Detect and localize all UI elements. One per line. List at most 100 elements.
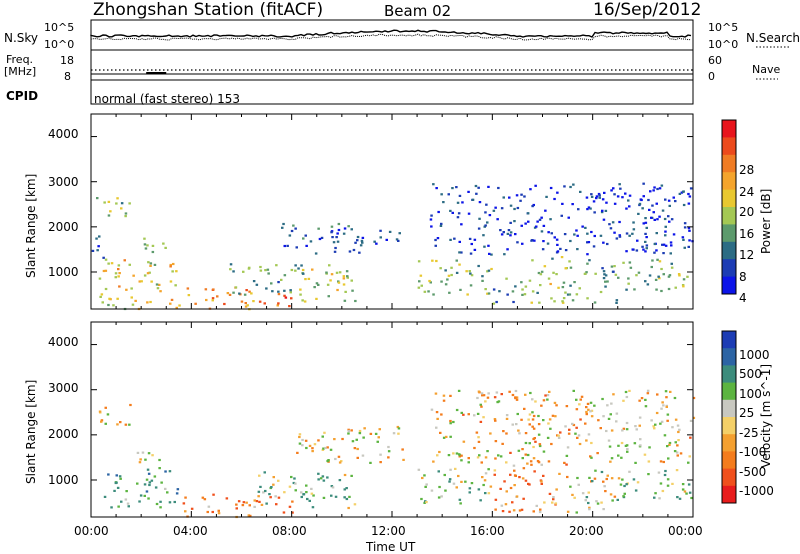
velocity-cell bbox=[396, 425, 400, 429]
velocity-cell bbox=[660, 407, 663, 410]
velocity-cell bbox=[603, 485, 606, 488]
vel-ytick-3000: 3000 bbox=[48, 381, 79, 395]
power-cell bbox=[98, 277, 102, 280]
power-cell bbox=[660, 267, 663, 271]
velocity-cell bbox=[483, 479, 487, 482]
velocity-cell bbox=[479, 403, 482, 406]
velocity-cell bbox=[548, 390, 551, 393]
power-cell bbox=[302, 237, 305, 240]
velocity-cell bbox=[552, 496, 555, 499]
power-cell bbox=[169, 263, 172, 267]
power-cell bbox=[429, 218, 433, 221]
velocity-cell bbox=[551, 414, 555, 417]
velocity-cell bbox=[190, 507, 194, 510]
velocity-cell bbox=[572, 389, 575, 392]
velocity-cell bbox=[457, 474, 460, 478]
power-cell bbox=[158, 283, 161, 286]
velocity-cell bbox=[448, 480, 451, 483]
power-cell bbox=[613, 231, 616, 234]
power-cell bbox=[449, 209, 452, 212]
velocity-cell bbox=[532, 445, 535, 449]
power-cell bbox=[471, 198, 475, 201]
freq-label-line1: Freq. bbox=[6, 53, 34, 66]
power-cell bbox=[283, 294, 286, 297]
power-cell bbox=[664, 244, 668, 247]
power-cell bbox=[487, 185, 490, 188]
power-cell bbox=[657, 275, 660, 278]
velocity-cell bbox=[606, 404, 609, 407]
power-cell bbox=[674, 200, 677, 203]
power-cell bbox=[531, 205, 534, 208]
power-cell bbox=[569, 266, 573, 269]
power-cell bbox=[282, 222, 285, 226]
velocity-cell bbox=[462, 440, 466, 443]
power-cell bbox=[667, 215, 670, 218]
power-cell bbox=[326, 283, 330, 286]
velocity-cell bbox=[294, 489, 297, 492]
velocity-cell bbox=[379, 453, 382, 456]
velocity-cell bbox=[683, 490, 687, 493]
velocity-cell bbox=[652, 425, 655, 428]
velocity-cell bbox=[676, 444, 679, 447]
velocity-cell bbox=[138, 461, 142, 464]
power-cell bbox=[606, 242, 609, 246]
velocity-cell bbox=[444, 489, 447, 492]
velocity-cell bbox=[430, 489, 434, 492]
velocity-cell bbox=[255, 500, 259, 503]
velocity-cell bbox=[257, 495, 260, 498]
velocity-cell bbox=[119, 421, 122, 424]
velocity-cell bbox=[584, 499, 587, 502]
power-cell bbox=[123, 259, 126, 262]
power-cell bbox=[277, 281, 280, 284]
power-colorbar-swatch bbox=[722, 189, 736, 208]
velocity-cell bbox=[457, 389, 461, 392]
power-cell bbox=[530, 239, 533, 242]
velocity-cell bbox=[692, 396, 696, 400]
velocity-cell bbox=[540, 463, 543, 466]
velocity-cell bbox=[265, 502, 268, 505]
velocity-cell bbox=[211, 510, 214, 514]
power-cell bbox=[290, 268, 294, 272]
power-cell bbox=[276, 304, 279, 307]
velocity-cell bbox=[387, 445, 390, 449]
power-cell bbox=[455, 186, 458, 189]
vel-cb-tick: 25 bbox=[739, 406, 755, 420]
power-cell bbox=[552, 271, 555, 274]
power-cell bbox=[653, 218, 656, 221]
power-cell bbox=[395, 238, 399, 241]
power-cell bbox=[507, 229, 511, 232]
velocity-cell bbox=[602, 508, 605, 511]
power-cell bbox=[338, 271, 342, 274]
velocity-cell bbox=[442, 394, 446, 397]
power-cell bbox=[597, 192, 601, 196]
power-cell bbox=[447, 274, 451, 277]
power-cell bbox=[602, 270, 606, 273]
velocity-cell bbox=[615, 420, 618, 423]
power-cell bbox=[468, 237, 472, 240]
velocity-cell bbox=[578, 442, 582, 446]
velocity-cell bbox=[628, 389, 631, 392]
velocity-cell bbox=[626, 450, 629, 453]
power-cell bbox=[212, 288, 215, 291]
velocity-cell bbox=[511, 393, 515, 397]
power-cell bbox=[628, 261, 632, 264]
power-cell bbox=[174, 284, 177, 287]
velocity-cell bbox=[532, 427, 536, 430]
velocity-cell bbox=[529, 391, 532, 395]
power-cell bbox=[595, 195, 599, 198]
velocity-cell bbox=[664, 390, 668, 393]
power-cell bbox=[103, 201, 106, 204]
power-cell bbox=[271, 290, 274, 293]
velocity-cell bbox=[531, 425, 534, 428]
velocity-cell bbox=[589, 410, 592, 413]
power-cell bbox=[670, 218, 674, 221]
velocity-cell bbox=[685, 492, 688, 495]
power-cell bbox=[379, 236, 382, 239]
velocity-colorbar-swatch bbox=[722, 399, 736, 418]
power-cell bbox=[524, 285, 528, 288]
power-cell bbox=[429, 281, 432, 284]
power-colorbar-swatch bbox=[722, 120, 736, 138]
power-cell bbox=[520, 193, 523, 196]
power-cell bbox=[143, 243, 147, 246]
velocity-cell bbox=[467, 461, 470, 464]
